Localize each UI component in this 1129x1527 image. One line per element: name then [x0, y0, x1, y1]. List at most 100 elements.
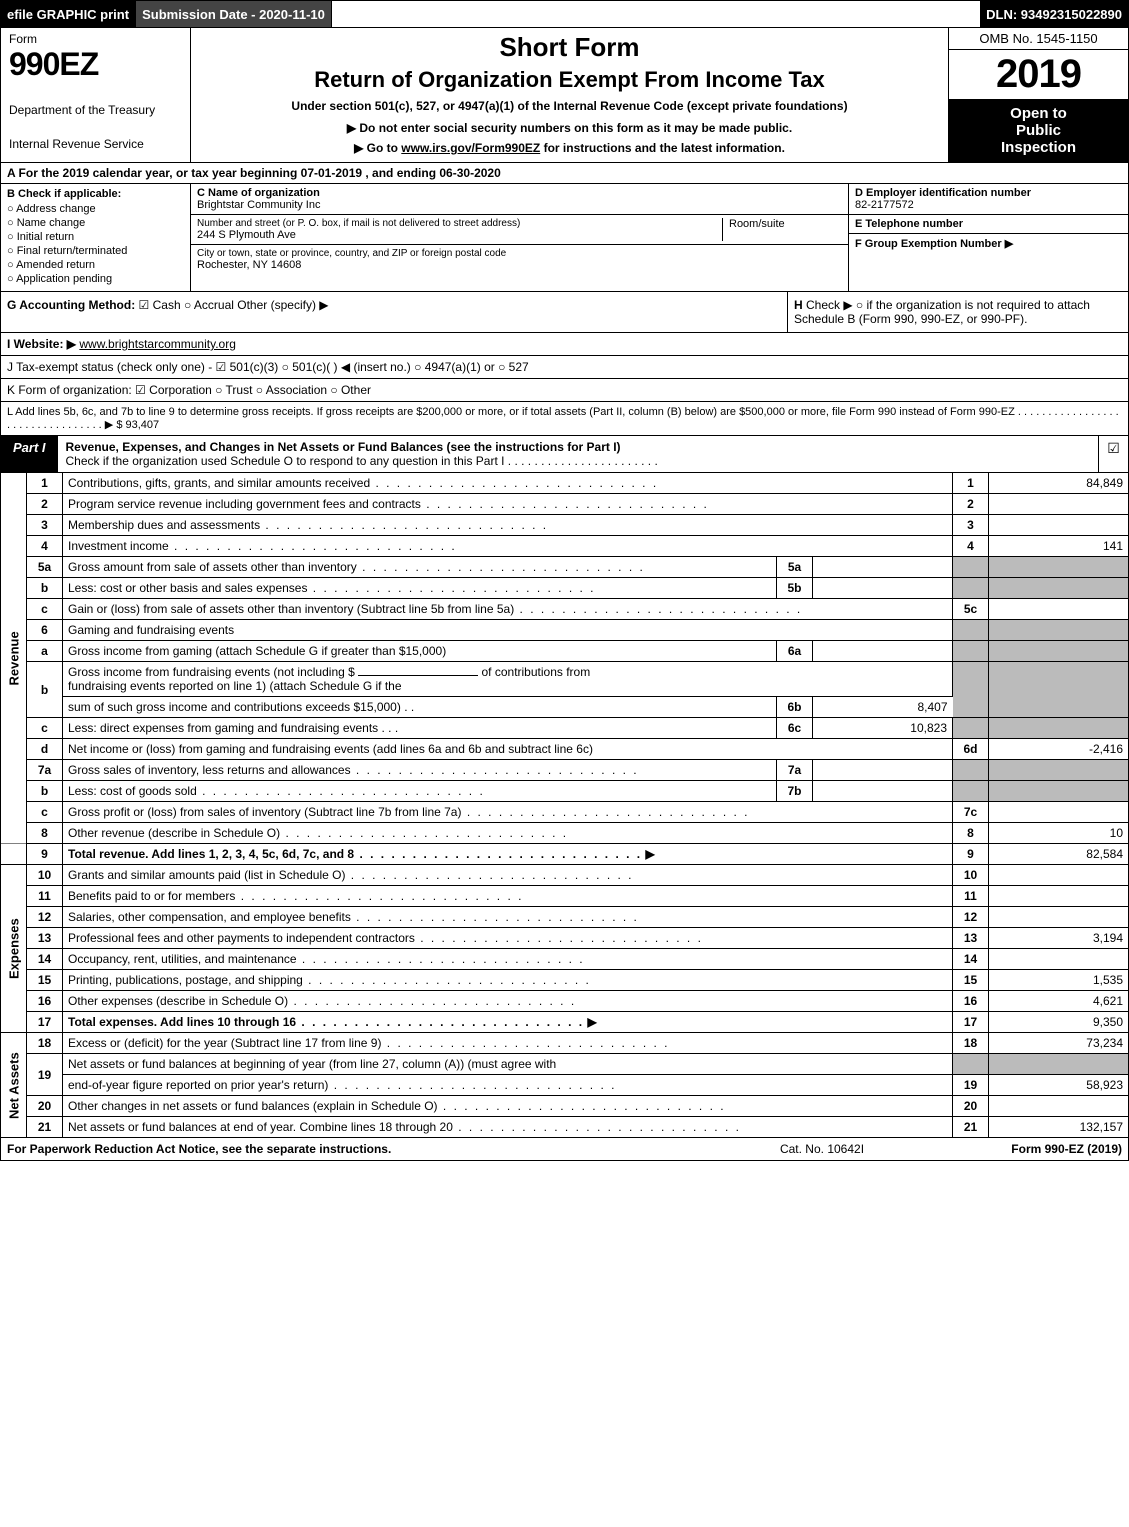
line-16: 16 Other expenses (describe in Schedule O…: [1, 991, 1129, 1012]
website-value[interactable]: www.brightstarcommunity.org: [79, 337, 236, 351]
line-14-desc: Occupancy, rent, utilities, and maintena…: [68, 952, 297, 966]
line-15-desc: Printing, publications, postage, and shi…: [68, 973, 303, 987]
section-b: B Check if applicable: Address change Na…: [1, 184, 191, 291]
line-4-amt: 141: [989, 536, 1129, 557]
short-form-title: Short Form: [201, 32, 938, 63]
line-19b: end-of-year figure reported on prior yea…: [1, 1075, 1129, 1096]
g-options: ☑ Cash ○ Accrual Other (specify) ▶: [139, 298, 329, 312]
department-label-1: Department of the Treasury: [9, 103, 182, 117]
line-16-desc: Other expenses (describe in Schedule O): [68, 994, 288, 1008]
line-6b-desc-pre: Gross income from fundraising events (no…: [68, 665, 355, 679]
line-6c-subval: 10,823: [813, 718, 953, 739]
line-12-amt: [989, 907, 1129, 928]
footer-left: For Paperwork Reduction Act Notice, see …: [7, 1142, 722, 1156]
header-right: OMB No. 1545-1150 2019 Open to Public In…: [948, 28, 1128, 162]
line-12-col: 12: [953, 907, 989, 928]
line-3-amt: [989, 515, 1129, 536]
department-label-2: Internal Revenue Service: [9, 137, 182, 151]
efile-graphic-print[interactable]: efile GRAPHIC print: [1, 1, 136, 27]
line-15-col: 15: [953, 970, 989, 991]
d-ein-row: D Employer identification number 82-2177…: [849, 184, 1128, 215]
line-12: 12Salaries, other compensation, and empl…: [1, 907, 1129, 928]
expenses-side-label: Expenses: [1, 865, 27, 1033]
line-13: 13 Professional fees and other payments t…: [1, 928, 1129, 949]
line-9-desc: Total revenue. Add lines 1, 2, 3, 4, 5c,…: [68, 847, 354, 861]
form-note: ▶ Do not enter social security numbers o…: [201, 121, 938, 135]
line-10: Expenses 10Grants and similar amounts pa…: [1, 865, 1129, 886]
footer-mid: Cat. No. 10642I: [722, 1142, 922, 1156]
line-7a-desc: Gross sales of inventory, less returns a…: [68, 763, 351, 777]
chk-application-pending[interactable]: Application pending: [7, 273, 184, 285]
part-1-sub: Check if the organization used Schedule …: [66, 454, 658, 468]
g-label: G Accounting Method:: [7, 298, 135, 312]
chk-address-change[interactable]: Address change: [7, 203, 184, 215]
line-15-amt: 1,535: [989, 970, 1129, 991]
line-19-desc2: end-of-year figure reported on prior yea…: [68, 1078, 328, 1092]
c-street-label: Number and street (or P. O. box, if mail…: [197, 218, 716, 229]
line-3-col: 3: [953, 515, 989, 536]
line-13-desc: Professional fees and other payments to …: [68, 931, 415, 945]
line-7c: cGross profit or (loss) from sales of in…: [1, 802, 1129, 823]
line-11-amt: [989, 886, 1129, 907]
chk-final-return[interactable]: Final return/terminated: [7, 245, 184, 257]
b-header: B Check if applicable:: [7, 188, 184, 200]
line-6b-desc-mid: of contributions from: [482, 665, 591, 679]
line-5c-desc: Gain or (loss) from sale of assets other…: [68, 602, 514, 616]
line-21-amt: 132,157: [989, 1117, 1129, 1138]
line-10-amt: [989, 865, 1129, 886]
inspect-2: Public: [953, 122, 1124, 139]
line-6c-sub: 6c: [777, 718, 813, 739]
line-5a: 5aGross amount from sale of assets other…: [1, 557, 1129, 578]
line-6d: dNet income or (loss) from gaming and fu…: [1, 739, 1129, 760]
submission-date: Submission Date - 2020-11-10: [136, 1, 332, 27]
line-21: 21Net assets or fund balances at end of …: [1, 1117, 1129, 1138]
line-7a-sub: 7a: [777, 760, 813, 781]
line-15: 15 Printing, publications, postage, and s…: [1, 970, 1129, 991]
line-6a: aGross income from gaming (attach Schedu…: [1, 641, 1129, 662]
line-6c-desc: Less: direct expenses from gaming and fu…: [68, 721, 378, 735]
line-6b-subval: 8,407: [813, 697, 953, 718]
line-16-col: 16: [953, 991, 989, 1012]
part-1-checkbox[interactable]: ☑: [1098, 436, 1128, 472]
line-21-desc: Net assets or fund balances at end of ye…: [68, 1120, 453, 1134]
line-3-desc: Membership dues and assessments: [68, 518, 260, 532]
line-6c: cLess: direct expenses from gaming and f…: [1, 718, 1129, 739]
chk-initial-return[interactable]: Initial return: [7, 231, 184, 243]
info-block: B Check if applicable: Address change Na…: [0, 184, 1129, 292]
chk-amended-return[interactable]: Amended return: [7, 259, 184, 271]
line-1-amt: 84,849: [989, 473, 1129, 494]
chk-name-change[interactable]: Name change: [7, 217, 184, 229]
inspect-3: Inspection: [953, 139, 1124, 156]
line-11-col: 11: [953, 886, 989, 907]
group-exemption-label: F Group Exemption Number ▶: [855, 237, 1122, 250]
line-13-amt: 3,194: [989, 928, 1129, 949]
line-13-col: 13: [953, 928, 989, 949]
form-link-line: ▶ Go to www.irs.gov/Form990EZ for instru…: [201, 141, 938, 155]
line-6b-desc2: fundraising events reported on line 1) (…: [68, 679, 402, 693]
line-19-col-gray: [953, 1054, 989, 1075]
part-1-title: Revenue, Expenses, and Changes in Net As…: [66, 440, 621, 454]
footer-right: Form 990-EZ (2019): [922, 1142, 1122, 1156]
line-5b-subval: [813, 578, 953, 599]
line-10-col: 10: [953, 865, 989, 886]
top-bar: efile GRAPHIC print Submission Date - 20…: [0, 0, 1129, 28]
room-suite: Room/suite: [722, 218, 842, 241]
c-name-row: C Name of organization Brightstar Commun…: [191, 184, 848, 215]
line-14: 14Occupancy, rent, utilities, and mainte…: [1, 949, 1129, 970]
tel-label: E Telephone number: [855, 218, 1122, 230]
form-subtitle: Under section 501(c), 527, or 4947(a)(1)…: [201, 99, 938, 113]
line-5b-sub: 5b: [777, 578, 813, 599]
open-inspection: Open to Public Inspection: [949, 99, 1128, 162]
line-5a-desc: Gross amount from sale of assets other t…: [68, 560, 357, 574]
footer: For Paperwork Reduction Act Notice, see …: [0, 1138, 1129, 1161]
line-6b-desc3: sum of such gross income and contributio…: [68, 700, 401, 714]
irs-link[interactable]: www.irs.gov/Form990EZ: [401, 141, 540, 155]
line-20-col: 20: [953, 1096, 989, 1117]
section-c: C Name of organization Brightstar Commun…: [191, 184, 848, 291]
street-address: 244 S Plymouth Ave: [197, 229, 722, 241]
line-6-desc: Gaming and fundraising events: [63, 620, 953, 641]
f-group-row: F Group Exemption Number ▶: [849, 234, 1128, 291]
line-2-amt: [989, 494, 1129, 515]
line-19-desc: Net assets or fund balances at beginning…: [63, 1054, 953, 1075]
line-7b-desc: Less: cost of goods sold: [68, 784, 197, 798]
